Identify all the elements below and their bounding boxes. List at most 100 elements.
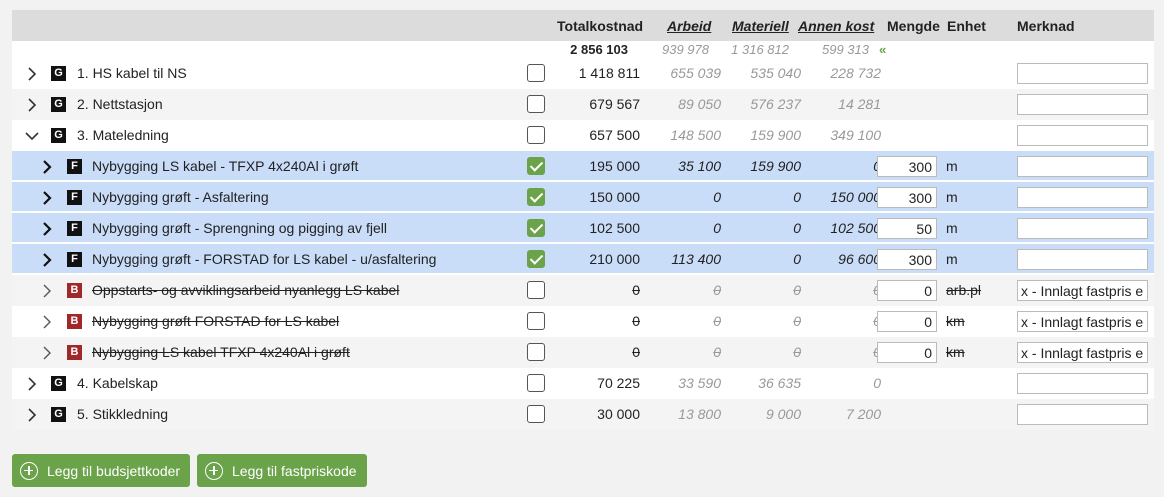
add-budget-codes-label: Legg til budsjettkoder [47,462,181,479]
quantity-input[interactable] [877,218,937,239]
chevron-right-icon[interactable] [37,275,57,306]
row-total: 0 [632,313,640,329]
chevron-down-icon[interactable] [22,120,42,151]
row-checkbox[interactable] [527,343,545,361]
table-header: Totalkostnad Arbeid Materiell Annen kost… [12,10,1154,41]
row-label: Nybygging grøft - Sprengning og pigging … [92,220,387,236]
row-label: Nybygging LS kabel - TFXP 4x240Al i grøf… [92,158,359,174]
row-total: 1 418 811 [578,65,640,81]
row-checkbox[interactable] [527,405,545,423]
row-total: 210 000 [589,251,640,267]
chevron-right-icon[interactable] [37,151,57,182]
row-annen-kost: 150 000 [830,189,881,205]
quantity-input[interactable] [877,249,937,270]
chevron-right-icon[interactable] [37,306,57,337]
unit-label: arb.pl [946,282,982,298]
row-annen-kost: 96 600 [838,251,881,267]
col-header-materiell[interactable]: Materiell [732,18,789,34]
add-budget-codes-button[interactable]: Legg til budsjettkoder [12,454,191,487]
item-row[interactable]: F Nybygging grøft - Asfaltering 150 000 0 0 1… [12,182,1154,213]
item-row[interactable]: F Nybygging grøft - Sprengning og pigging… [12,213,1154,244]
total-sum: 2 856 103 [570,42,628,57]
chevron-right-icon[interactable] [22,399,42,430]
group-row[interactable]: G 2. Nettstasjon 679 567 89 050 576 237 14 28… [12,89,1154,120]
item-row[interactable]: F Nybygging LS kabel - TFXP 4x240Al i grø… [12,151,1154,182]
add-fixed-price-code-button[interactable]: Legg til fastpriskode [197,454,367,487]
note-input[interactable] [1017,311,1148,332]
row-label: 3. Mateledning [77,127,169,143]
chevron-right-icon[interactable] [22,368,42,399]
row-checkbox[interactable] [527,312,545,330]
quantity-input[interactable] [877,156,937,177]
row-checkbox[interactable] [527,188,545,206]
row-annen-kost: 0 [791,275,881,306]
quantity-input[interactable] [877,280,937,301]
note-input[interactable] [1017,156,1148,177]
note-input[interactable] [1017,280,1148,301]
unit-label: km [946,313,965,329]
row-label: Nybygging grøft FORSTAD for LS kabel [92,313,340,329]
group-row[interactable]: G 4. Kabelskap 70 225 33 590 36 635 0 [12,368,1154,399]
row-checkbox[interactable] [527,250,545,268]
row-label: Nybygging grøft - FORSTAD for LS kabel -… [92,251,437,267]
row-checkbox[interactable] [527,219,545,237]
row-materiell: 0 [793,344,801,360]
item-row[interactable]: B Nybygging grøft FORSTAD for LS kabel 0 0 0… [12,306,1154,337]
type-badge: F [67,252,82,267]
row-checkbox[interactable] [527,374,545,392]
note-input[interactable] [1017,218,1148,239]
quantity-input[interactable] [877,187,937,208]
note-input[interactable] [1017,94,1148,115]
chevron-right-icon[interactable] [37,244,57,275]
note-input[interactable] [1017,249,1148,270]
note-input[interactable] [1017,373,1148,394]
col-header-arbeid[interactable]: Arbeid [667,18,712,34]
row-checkbox[interactable] [527,126,545,144]
row-arbeid: 0 [713,344,721,360]
row-checkbox[interactable] [527,95,545,113]
note-input[interactable] [1017,404,1148,425]
row-checkbox[interactable] [527,64,545,82]
chevron-right-icon[interactable] [37,213,57,244]
row-materiell: 576 237 [750,96,801,112]
item-row[interactable]: F Nybygging grøft - FORSTAD for LS kabel … [12,244,1154,275]
row-materiell: 535 040 [750,65,801,81]
col-header-enhet: Enhet [947,18,986,34]
materiell-sum: 1 316 812 [731,42,789,57]
row-label: Oppstarts- og avviklingsarbeid nyanlegg … [92,282,400,298]
row-arbeid: 0 [713,313,721,329]
row-checkbox[interactable] [527,157,545,175]
row-annen-kost: 349 100 [830,127,881,143]
note-input[interactable] [1017,63,1148,84]
type-badge: G [51,97,66,112]
row-arbeid: 0 [713,282,721,298]
quantity-input[interactable] [877,342,937,363]
row-arbeid: 33 590 [678,375,721,391]
col-header-totalkostnad[interactable]: Totalkostnad [557,18,644,34]
row-annen-kost: 0 [791,337,881,368]
item-row[interactable]: B Oppstarts- og avviklingsarbeid nyanlegg… [12,275,1154,306]
row-materiell: 9 000 [765,406,801,422]
chevron-right-icon[interactable] [37,182,57,213]
col-header-annen-kost[interactable]: Annen kost [798,18,875,34]
group-row[interactable]: G 3. Mateledning 657 500 148 500 159 900 349 … [12,120,1154,151]
row-annen-kost: 0 [791,151,881,182]
group-row[interactable]: G 5. Stikkledning 30 000 13 800 9 000 7 200 [12,399,1154,430]
chevron-right-icon[interactable] [22,58,42,89]
note-input[interactable] [1017,187,1148,208]
type-badge: B [67,314,82,329]
row-arbeid: 13 800 [678,406,721,422]
note-input[interactable] [1017,342,1148,363]
unit-label: m [946,158,958,174]
chevron-right-icon[interactable] [22,89,42,120]
row-checkbox[interactable] [527,281,545,299]
add-fixed-price-code-label: Legg til fastpriskode [232,462,357,479]
plus-circle-icon [205,461,223,480]
chevron-right-icon[interactable] [37,337,57,368]
collapse-columns-button[interactable]: « [879,42,887,57]
row-label: Nybygging grøft - Asfaltering [92,189,269,205]
quantity-input[interactable] [877,311,937,332]
group-row[interactable]: G 1. HS kabel til NS 1 418 811 655 039 535 0… [12,58,1154,89]
item-row[interactable]: B Nybygging LS kabel TFXP 4x240Al i grøft… [12,337,1154,368]
note-input[interactable] [1017,125,1148,146]
